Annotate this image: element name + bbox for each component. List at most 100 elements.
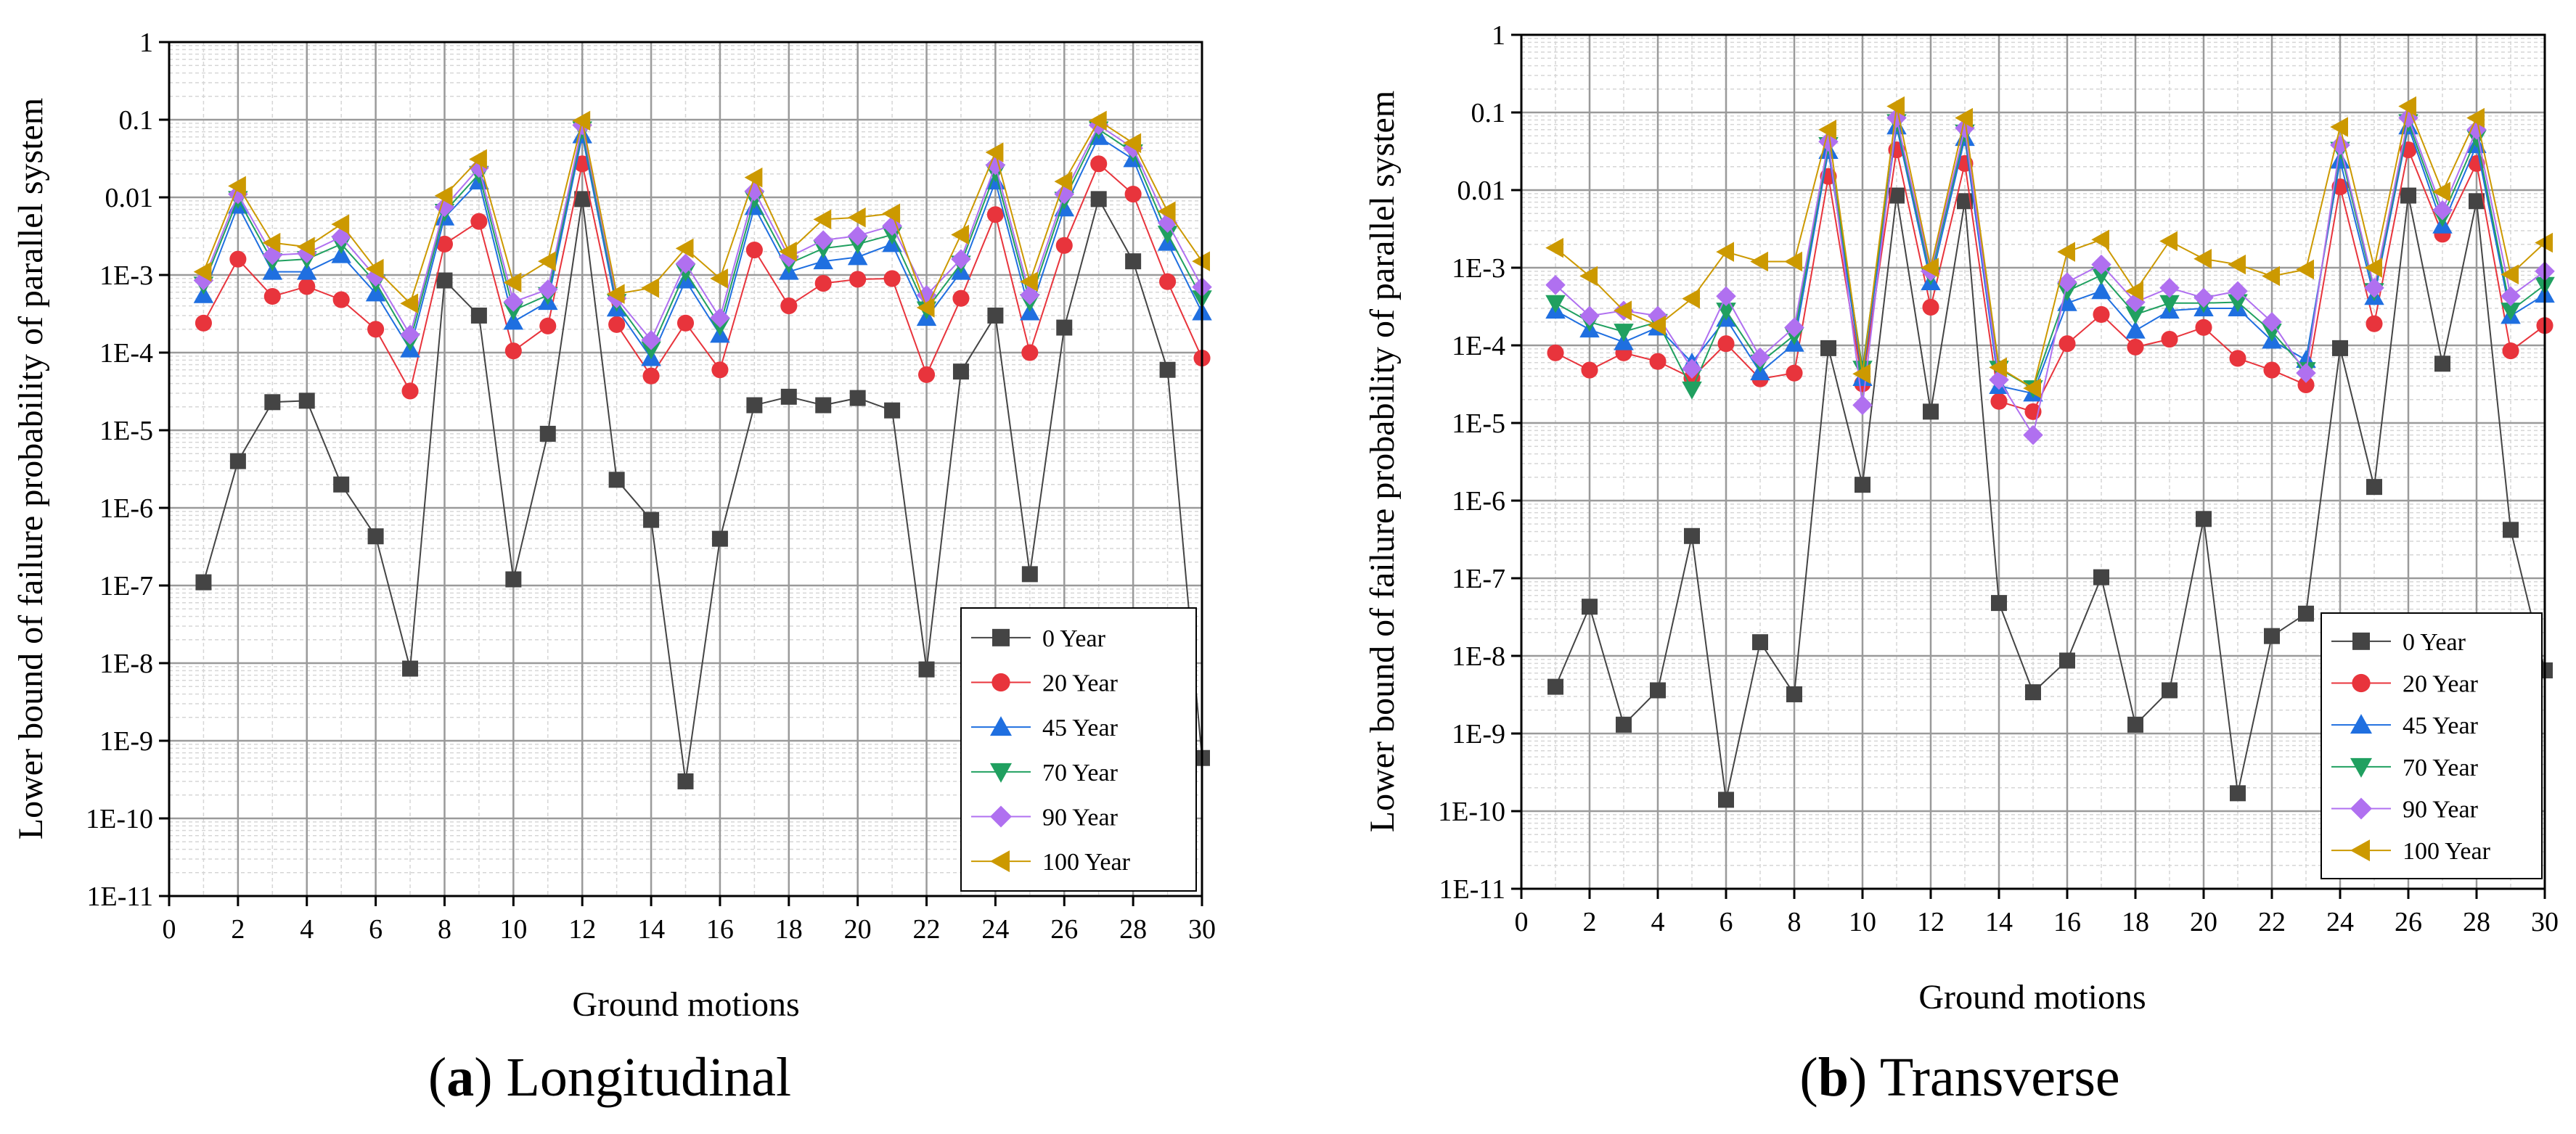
data-point <box>1682 288 1700 309</box>
data-point <box>884 402 901 419</box>
data-point <box>675 253 696 274</box>
data-point <box>2398 96 2416 117</box>
data-point <box>1159 273 1177 290</box>
data-point <box>1547 678 1563 695</box>
data-point <box>641 278 660 298</box>
data-point <box>401 382 419 400</box>
data-point <box>2364 278 2384 298</box>
x-tick-label: 22 <box>913 914 941 945</box>
legend-label: 100 Year <box>2403 838 2491 865</box>
data-point <box>1020 285 1040 305</box>
data-point <box>2125 281 2143 301</box>
data-point <box>2366 315 2383 332</box>
y-tick-label: 1E-6 <box>99 493 153 524</box>
x-tick-label: 0 <box>163 914 176 945</box>
data-point <box>1682 381 1702 400</box>
data-point <box>1545 295 1566 313</box>
data-point <box>2264 628 2280 644</box>
data-point <box>2262 312 2282 332</box>
data-point <box>193 261 212 282</box>
series-a <box>193 110 1212 789</box>
data-point <box>2023 378 2041 398</box>
x-tick-label: 10 <box>1849 907 1876 937</box>
data-point <box>2262 266 2280 287</box>
data-point <box>2059 652 2075 669</box>
data-point <box>1716 242 1734 262</box>
data-point <box>1682 358 1702 379</box>
data-point <box>1056 319 1073 336</box>
data-point <box>2091 267 2111 286</box>
legend-marker <box>2350 757 2372 778</box>
y-tick-label: 0.1 <box>1471 98 1506 128</box>
data-point <box>2434 356 2450 372</box>
panel-a: 0 2 4 6 8 10 12 14 16 18 20 22 24 26 28 301E-111E-101E-… <box>12 28 1216 1108</box>
data-point <box>849 390 866 406</box>
x-tick-label: 24 <box>981 914 1009 945</box>
data-point <box>1159 361 1176 378</box>
data-point <box>986 206 1004 223</box>
data-point <box>400 293 419 313</box>
legend-b: 0 Year 20 Year 45 Year 70 Year 90 Year 100 Ye… <box>2321 612 2543 879</box>
y-tick-label: 0.1 <box>119 105 154 136</box>
data-point <box>711 361 729 379</box>
data-point <box>2297 376 2315 393</box>
data-point <box>2159 278 2180 298</box>
legend-label: 70 Year <box>2403 755 2479 781</box>
data-point <box>262 232 281 253</box>
data-point <box>229 250 247 268</box>
series-5 <box>1545 96 2553 398</box>
x-tick-label: 12 <box>1917 907 1945 937</box>
y-tick-label: 1E-9 <box>1452 719 1505 749</box>
data-point <box>296 261 317 280</box>
data-point <box>2057 272 2077 292</box>
legend-marker <box>2350 797 2372 820</box>
data-point <box>746 397 763 414</box>
x-tick-label: 10 <box>499 914 527 945</box>
data-point <box>296 237 315 258</box>
x-axis-label-a: Ground motions <box>572 985 799 1024</box>
data-point <box>538 251 556 271</box>
caption-b: (b) Transverse <box>1799 1047 2119 1108</box>
data-point <box>1886 96 1905 117</box>
series-0 <box>195 191 1210 789</box>
data-point <box>642 367 660 385</box>
data-point <box>1820 340 1836 356</box>
data-point <box>1716 286 1736 306</box>
data-point <box>2503 522 2519 538</box>
data-point <box>2366 479 2382 496</box>
data-point <box>2025 684 2041 701</box>
data-point <box>2228 281 2248 301</box>
data-point <box>1784 251 1802 272</box>
legend-marker <box>990 850 1010 873</box>
y-tick-label: 1E-8 <box>99 649 153 679</box>
y-axis-label-b: Lower bound of failure probability of pa… <box>1363 91 1402 832</box>
data-point <box>470 213 488 230</box>
x-axis-label-b: Ground motions <box>1918 978 2146 1016</box>
data-point <box>1955 107 1973 128</box>
data-point <box>2364 258 2382 278</box>
legend-marker <box>990 805 1012 828</box>
x-tick-label: 6 <box>1720 907 1733 937</box>
data-point <box>987 307 1004 324</box>
y-tick-label: 1E-11 <box>87 882 153 912</box>
x-tick-label: 12 <box>568 914 596 945</box>
data-point <box>1649 353 1667 370</box>
data-point <box>1021 566 1038 583</box>
data-point <box>952 363 969 380</box>
data-point <box>1786 686 1802 702</box>
data-point <box>952 289 970 307</box>
data-point <box>2400 187 2416 204</box>
data-point <box>1090 191 1107 208</box>
data-point <box>2162 682 2178 699</box>
x-tick-label: 4 <box>300 914 314 945</box>
data-point <box>745 241 763 259</box>
data-point <box>1923 403 1939 420</box>
y-tick-label: 1E-5 <box>1452 408 1505 439</box>
y-axis-label-a: Lower bound of failure probability of pa… <box>12 98 50 839</box>
data-point <box>2159 295 2180 313</box>
data-point <box>2228 254 2246 275</box>
y-tick-label: 1E-4 <box>1452 331 1505 361</box>
series-0 <box>1547 187 2553 808</box>
data-point <box>1157 226 1178 244</box>
y-tick-label: 0.01 <box>1457 176 1506 206</box>
